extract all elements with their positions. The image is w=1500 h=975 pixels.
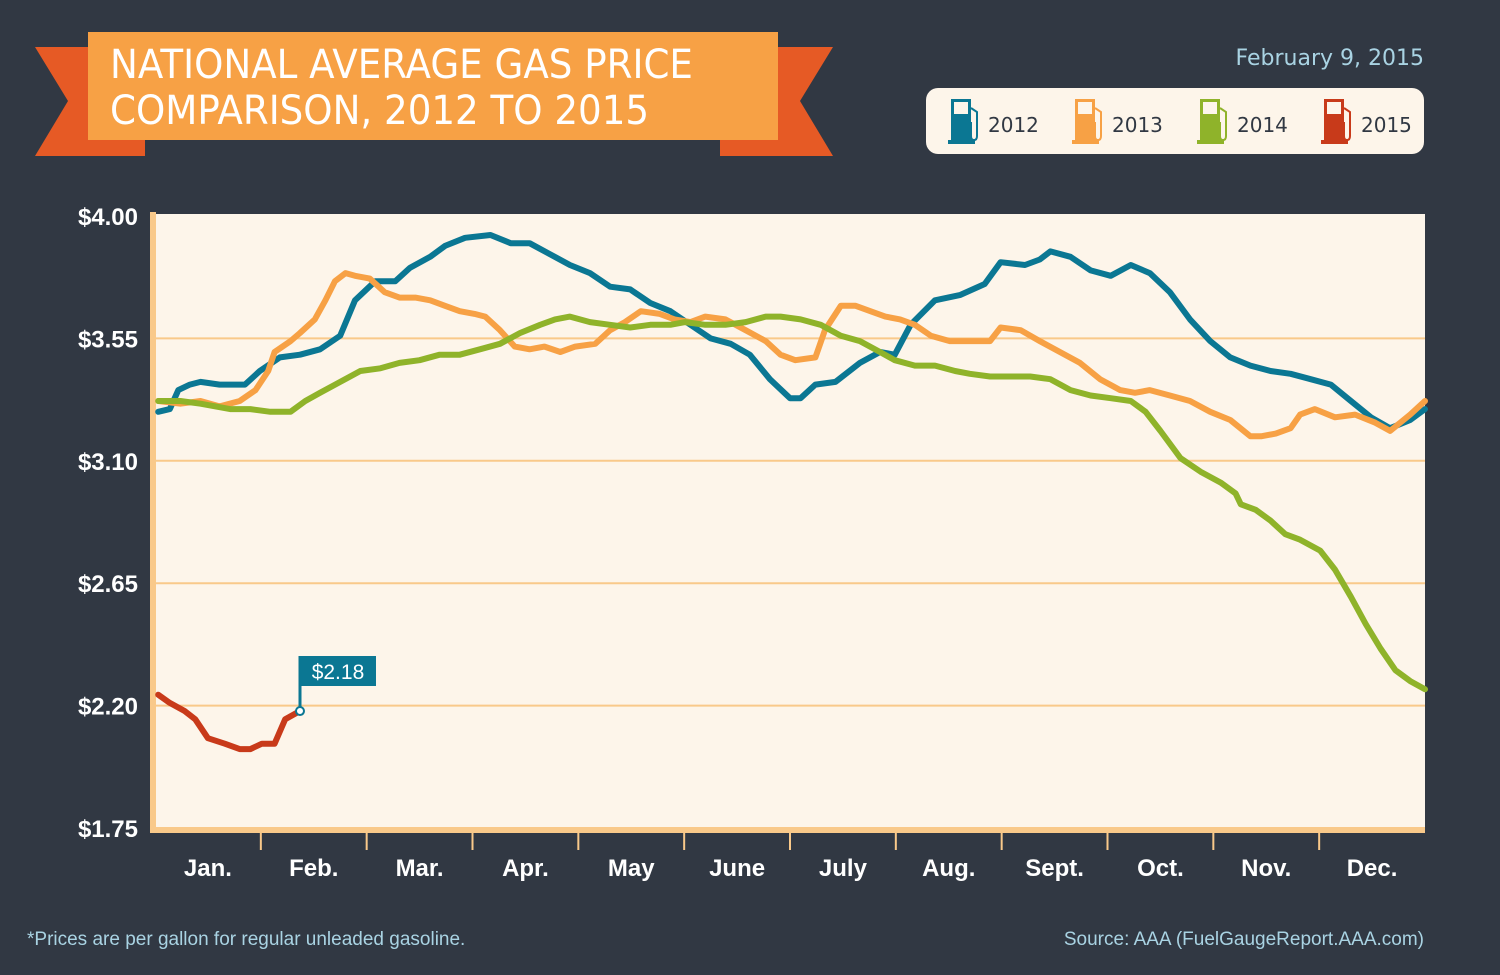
title-banner bbox=[35, 32, 833, 156]
x-tick-label: June bbox=[709, 855, 765, 882]
y-tick-label: $2.65 bbox=[78, 571, 138, 598]
plot-area bbox=[155, 214, 1425, 828]
legend-item-2012: 2012 bbox=[948, 98, 1039, 144]
series-line-2013 bbox=[155, 270, 1428, 440]
chart-title: NATIONAL AVERAGE GAS PRICE COMPARISON, 2… bbox=[110, 42, 693, 134]
x-tick-label: May bbox=[608, 855, 655, 882]
series-line-2012 bbox=[155, 232, 1428, 432]
y-tick-label: $3.55 bbox=[78, 326, 138, 353]
y-tick-label: $4.00 bbox=[78, 204, 138, 231]
annotation-point bbox=[294, 706, 305, 717]
legend-label: 2014 bbox=[1237, 113, 1288, 137]
legend-label: 2013 bbox=[1112, 113, 1163, 137]
y-tick-label: $1.75 bbox=[78, 816, 138, 843]
series-line-2015 bbox=[155, 691, 303, 753]
x-tick-label: Nov. bbox=[1241, 855, 1291, 882]
x-tick-label: Apr. bbox=[502, 855, 549, 882]
y-tick-label: $2.20 bbox=[78, 694, 138, 721]
legend-item-2015: 2015 bbox=[1321, 98, 1412, 144]
legend-label: 2012 bbox=[988, 113, 1039, 137]
annotation-label: $2.18 bbox=[312, 661, 365, 684]
legend: 2012 2013 2014 2015 bbox=[926, 88, 1424, 154]
x-tick-label: Aug. bbox=[922, 855, 975, 882]
x-tick-label: July bbox=[819, 855, 868, 882]
date-label: February 9, 2015 bbox=[1235, 46, 1424, 71]
gas-pump-icon bbox=[1072, 99, 1102, 144]
x-tick-label: Oct. bbox=[1137, 855, 1184, 882]
x-tick-label: Sept. bbox=[1025, 855, 1084, 882]
legend-item-2014: 2014 bbox=[1197, 98, 1288, 144]
gas-pump-icon bbox=[1321, 99, 1351, 144]
x-tick-label: Mar. bbox=[396, 855, 444, 882]
gas-pump-icon bbox=[1197, 99, 1227, 144]
series-line-2014 bbox=[155, 313, 1428, 693]
annotation-flag bbox=[299, 656, 376, 686]
x-tick-label: Jan. bbox=[184, 855, 232, 882]
x-tick-label: Feb. bbox=[289, 855, 338, 882]
y-tick-label: $3.10 bbox=[78, 449, 138, 476]
legend-item-2013: 2013 bbox=[1072, 98, 1163, 144]
gas-pump-icon bbox=[948, 99, 978, 144]
title-line-2: COMPARISON, 2012 TO 2015 bbox=[110, 88, 650, 134]
banner-body bbox=[88, 32, 778, 140]
footnote: *Prices are per gallon for regular unlea… bbox=[27, 929, 466, 950]
source-note: Source: AAA (FuelGaugeReport.AAA.com) bbox=[1063, 929, 1424, 950]
x-tick-label: Dec. bbox=[1347, 855, 1398, 882]
title-line-1: NATIONAL AVERAGE GAS PRICE bbox=[110, 42, 693, 88]
legend-label: 2015 bbox=[1361, 113, 1412, 137]
